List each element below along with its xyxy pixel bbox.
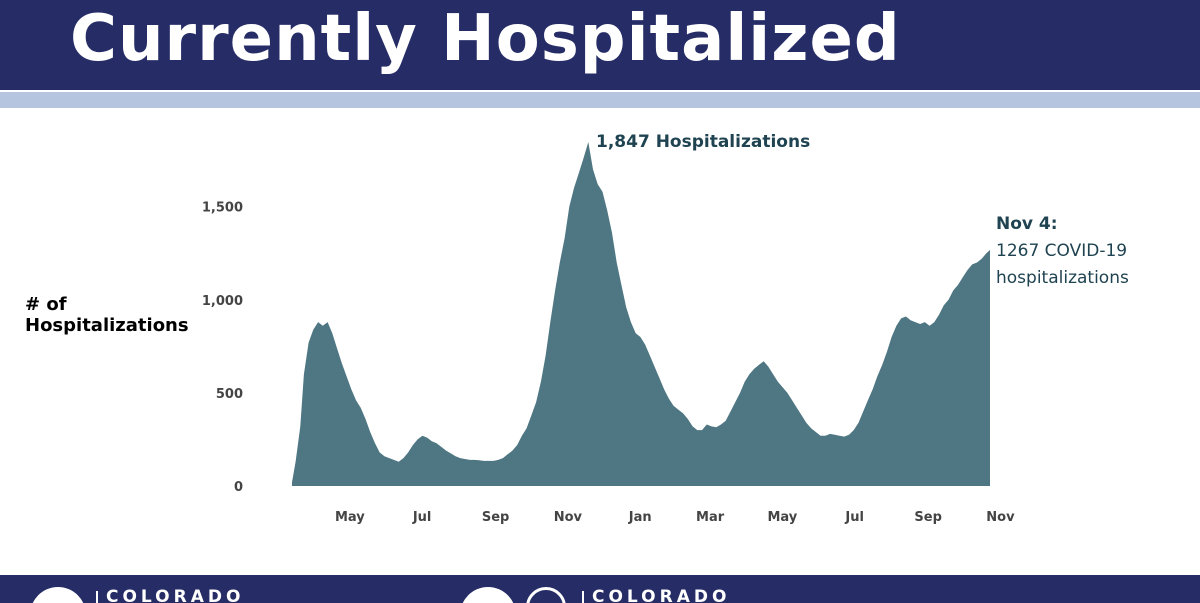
x-axis-ticks: May Jul Sep Nov Jan Mar May Jul Sep Nov [335,510,1015,525]
x-tick-label: Nov [554,510,583,525]
y-axis-label-line-2: Hospitalizations [25,315,189,336]
y-axis-ticks: 0 500 1,000 1,500 [202,201,243,495]
footer-banner: COLORADO COLORADO [0,575,1200,603]
x-tick-label: Jul [844,510,864,525]
x-tick-label: Sep [914,510,942,525]
x-tick-label: Jan [628,510,652,525]
colorado-logo-mark [30,587,86,603]
x-tick-label: Nov [986,510,1015,525]
x-tick-label: Sep [482,510,510,525]
y-tick-label: 1,500 [202,201,243,216]
latest-annotation-unit: hospitalizations [996,268,1129,288]
state-seal-icon [526,587,566,603]
x-tick-label: Mar [696,510,725,525]
y-tick-label: 1,000 [202,294,243,309]
latest-annotation-date: Nov 4: [996,214,1058,234]
x-tick-label: May [335,510,365,525]
hospitalizations-area [292,142,990,486]
x-tick-label: May [767,510,797,525]
accent-bar [0,92,1200,108]
hospitalizations-chart: 0 500 1,000 1,500 May Jul Sep Nov Jan Mar May Jul S… [25,132,1129,525]
header-banner: Currently Hospitalized [0,0,1200,90]
y-axis-label: # of [25,294,67,315]
peak-annotation: 1,847 Hospitalizations [596,132,810,152]
y-tick-label: 500 [216,387,243,402]
footer-logo-text: COLORADO [106,587,245,603]
x-tick-label: Jul [412,510,432,525]
y-tick-label: 0 [234,480,243,495]
colorado-logo-mark [460,587,516,603]
logo-divider [96,591,98,603]
page-title: Currently Hospitalized [70,2,901,76]
logo-divider [582,591,584,603]
footer-logo-text: COLORADO [592,587,731,603]
latest-annotation-value: 1267 COVID-19 [996,241,1127,261]
